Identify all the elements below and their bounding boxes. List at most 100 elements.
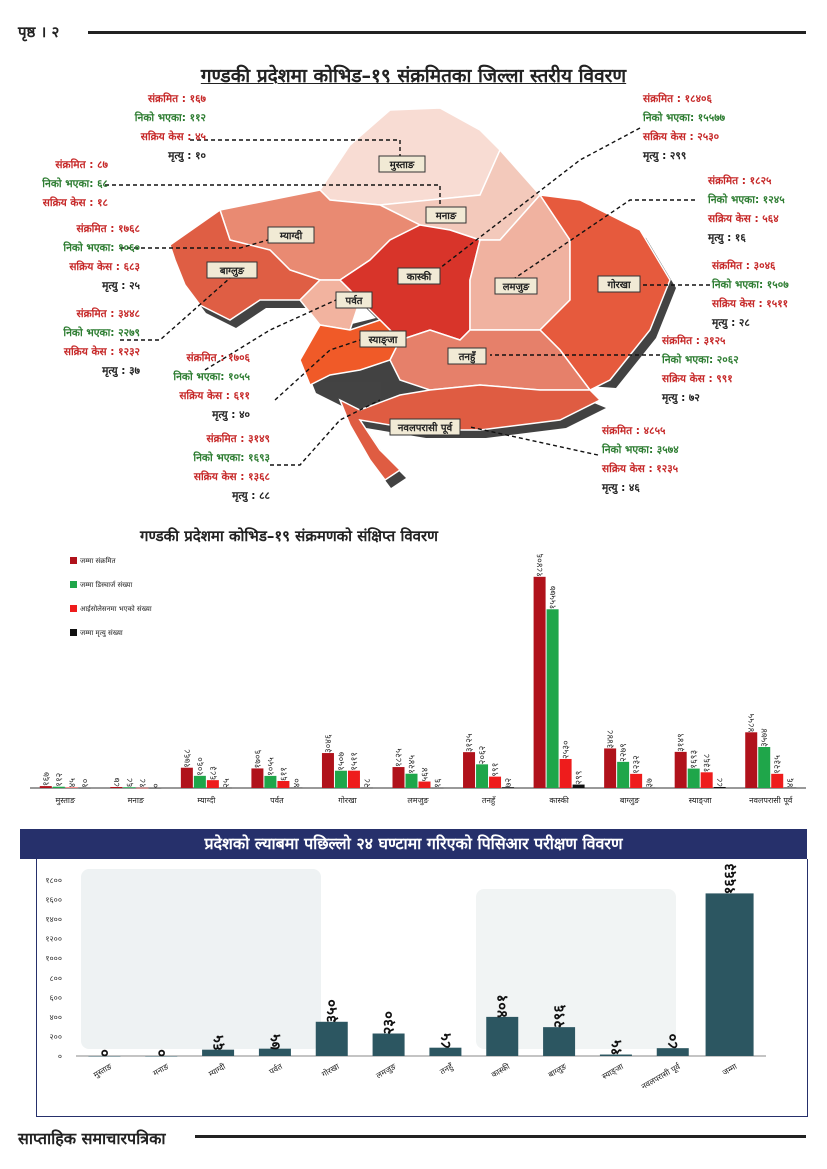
pcr-value-label: १५ (607, 1040, 625, 1056)
map-label-kaski: कास्की (406, 270, 432, 283)
bar (52, 786, 65, 788)
category-label: गोरखा (338, 795, 357, 805)
bar (758, 746, 771, 788)
legend-label-3: जम्मा मृत्यु संख्या (80, 629, 123, 637)
background-illustration-lab (476, 889, 676, 1049)
category-label: नवलपरासी पूर्व (749, 795, 793, 806)
bar (65, 787, 78, 788)
bar-value-label: १०६० (196, 757, 206, 776)
bar-value-label: १८२५ (395, 748, 405, 767)
stats-nawalparasi: संक्रमित : ४८५५ निको भएका: ३५७४ सक्रिय क… (602, 425, 679, 494)
map-label-myagdi: म्याग्दी (279, 229, 303, 242)
map-label-lamjung: लमजुङ (502, 282, 530, 293)
stats-lamjung: संक्रमित : १८२५ निको भएका: १२४५ सक्रिय क… (708, 175, 785, 244)
pcr-value-label: २३० (380, 1011, 398, 1035)
map-label-tanahun: तनहुँ (458, 350, 477, 364)
pcr-category-label: स्याङ्जा (601, 1061, 627, 1082)
map-title: गण्डकी प्रदेशमा कोभिड–१९ संक्रमितका जिल्… (200, 65, 627, 87)
bar-value-label: १३६८ (703, 753, 713, 772)
bar-value-label: १५५७७ (549, 586, 559, 610)
bar-value-label: २८ (363, 778, 373, 788)
bar-value-label: ६८ (125, 778, 135, 788)
y-tick-label: १००० (45, 954, 62, 963)
bar-value-label: ८७ (112, 777, 122, 787)
stats-tanahun: संक्रमित : ३१२५ निको भएका: २०६२ सक्रिय क… (662, 335, 739, 404)
bar (463, 752, 476, 788)
legend-swatch-3 (70, 629, 77, 636)
pcr-bar (543, 1027, 576, 1056)
y-tick-label: १२०० (45, 935, 62, 944)
bar (476, 764, 489, 788)
pcr-category-label: म्याग्दी (207, 1061, 228, 1079)
pcr-bar (202, 1049, 235, 1056)
bar-value-label: २२७९ (619, 743, 629, 762)
category-label: तनहुँ (482, 795, 496, 806)
bar-value-label: २५३० (562, 740, 572, 759)
legend-swatch-0 (70, 557, 77, 564)
bar-value-label: १२३५ (773, 755, 783, 774)
category-label: मुस्ताङ (55, 796, 76, 806)
bar-value-label: ३७ (645, 778, 655, 788)
bar-value-label: ६८३ (209, 766, 219, 780)
bar (546, 609, 559, 788)
pcr-value-label: ४०१ (493, 994, 511, 1017)
y-tick-label: ४०० (50, 1013, 62, 1022)
bar-value-label: २०६२ (478, 745, 488, 764)
bar (219, 787, 232, 789)
bar-value-label: ५६४ (421, 767, 431, 781)
bar-value-label: १६९३ (690, 750, 700, 769)
pcr-bar (486, 1016, 519, 1056)
bar (617, 761, 630, 788)
pcr-category-label: बाग्लुङ (547, 1061, 570, 1080)
pcr-bar (315, 1021, 348, 1056)
pcr-category-label: नवलपरासी पूर्व (639, 1061, 683, 1093)
stats-parbat: संक्रमित : १७०६ निको भएका: १०५५ सक्रिय क… (173, 352, 250, 421)
y-tick-label: १४०० (45, 915, 62, 924)
map-label-manang: मनाङ (435, 211, 457, 222)
pcr-bar (599, 1054, 632, 1056)
pcr-bar (88, 1056, 121, 1057)
pcr-category-label: मुस्ताङ (92, 1061, 115, 1080)
bar-value-label: २५ (222, 778, 232, 788)
bar (700, 772, 713, 788)
bar (206, 780, 219, 788)
bar (745, 732, 758, 788)
bar-value-label: ३१२५ (465, 733, 475, 752)
bar-value-label: ७२ (504, 777, 514, 787)
bar (334, 770, 347, 788)
pcr-value-label: ७५ (266, 1034, 284, 1050)
bar (604, 748, 617, 788)
bar (559, 758, 572, 788)
pcr-value-label: ३५० (323, 999, 341, 1023)
pcr-bar (429, 1047, 462, 1056)
pcr-category-label: तनहुँ (438, 1061, 456, 1078)
bar-value-label: ३०४६ (324, 734, 334, 753)
stats-baglung: संक्रमित : ३४४८ निको भएका: २२७९ सक्रिय क… (63, 308, 140, 377)
bar (136, 787, 149, 789)
bar (713, 786, 726, 788)
map-label-baglung: बाग्लुङ (219, 266, 245, 277)
map-label-nawalparasi: नवलपरासी पूर्व (397, 421, 453, 435)
pcr-bar (705, 893, 754, 1056)
bar-value-label: ९९१ (491, 763, 501, 777)
bar (264, 775, 277, 788)
summary-bar-chart: जम्मा संक्रमित जम्मा डिस्चार्ज संख्या आईसो… (30, 553, 806, 806)
pcr-bar-chart: ०२००४००६००८००१०००१२००१४००१६००१८०००मुस्ता… (45, 863, 766, 1093)
map-label-parbat: पर्वत (345, 294, 364, 307)
category-label: बाग्लुङ (620, 796, 640, 806)
legend-swatch-1 (70, 581, 77, 588)
bar-value-label: ८८ (716, 777, 726, 787)
bar-value-label: ३१४९ (677, 733, 687, 752)
bar-value-label: ४५ (68, 778, 78, 788)
bar (251, 768, 264, 788)
bar (392, 767, 405, 788)
bar-value-label: ४० (292, 778, 302, 788)
page-number: पृष्ठ । २ (18, 23, 60, 41)
map-label-gorkha: गोरखा (606, 278, 630, 291)
pcr-bar (372, 1033, 405, 1056)
legend-label-2: आईसोलेसनमा भएको संख्या (80, 604, 152, 613)
map-label-syangja: स्याङ्जा (368, 335, 398, 346)
bar (149, 788, 162, 789)
bar-value-label: १०५५ (266, 757, 276, 776)
bar (321, 753, 334, 788)
